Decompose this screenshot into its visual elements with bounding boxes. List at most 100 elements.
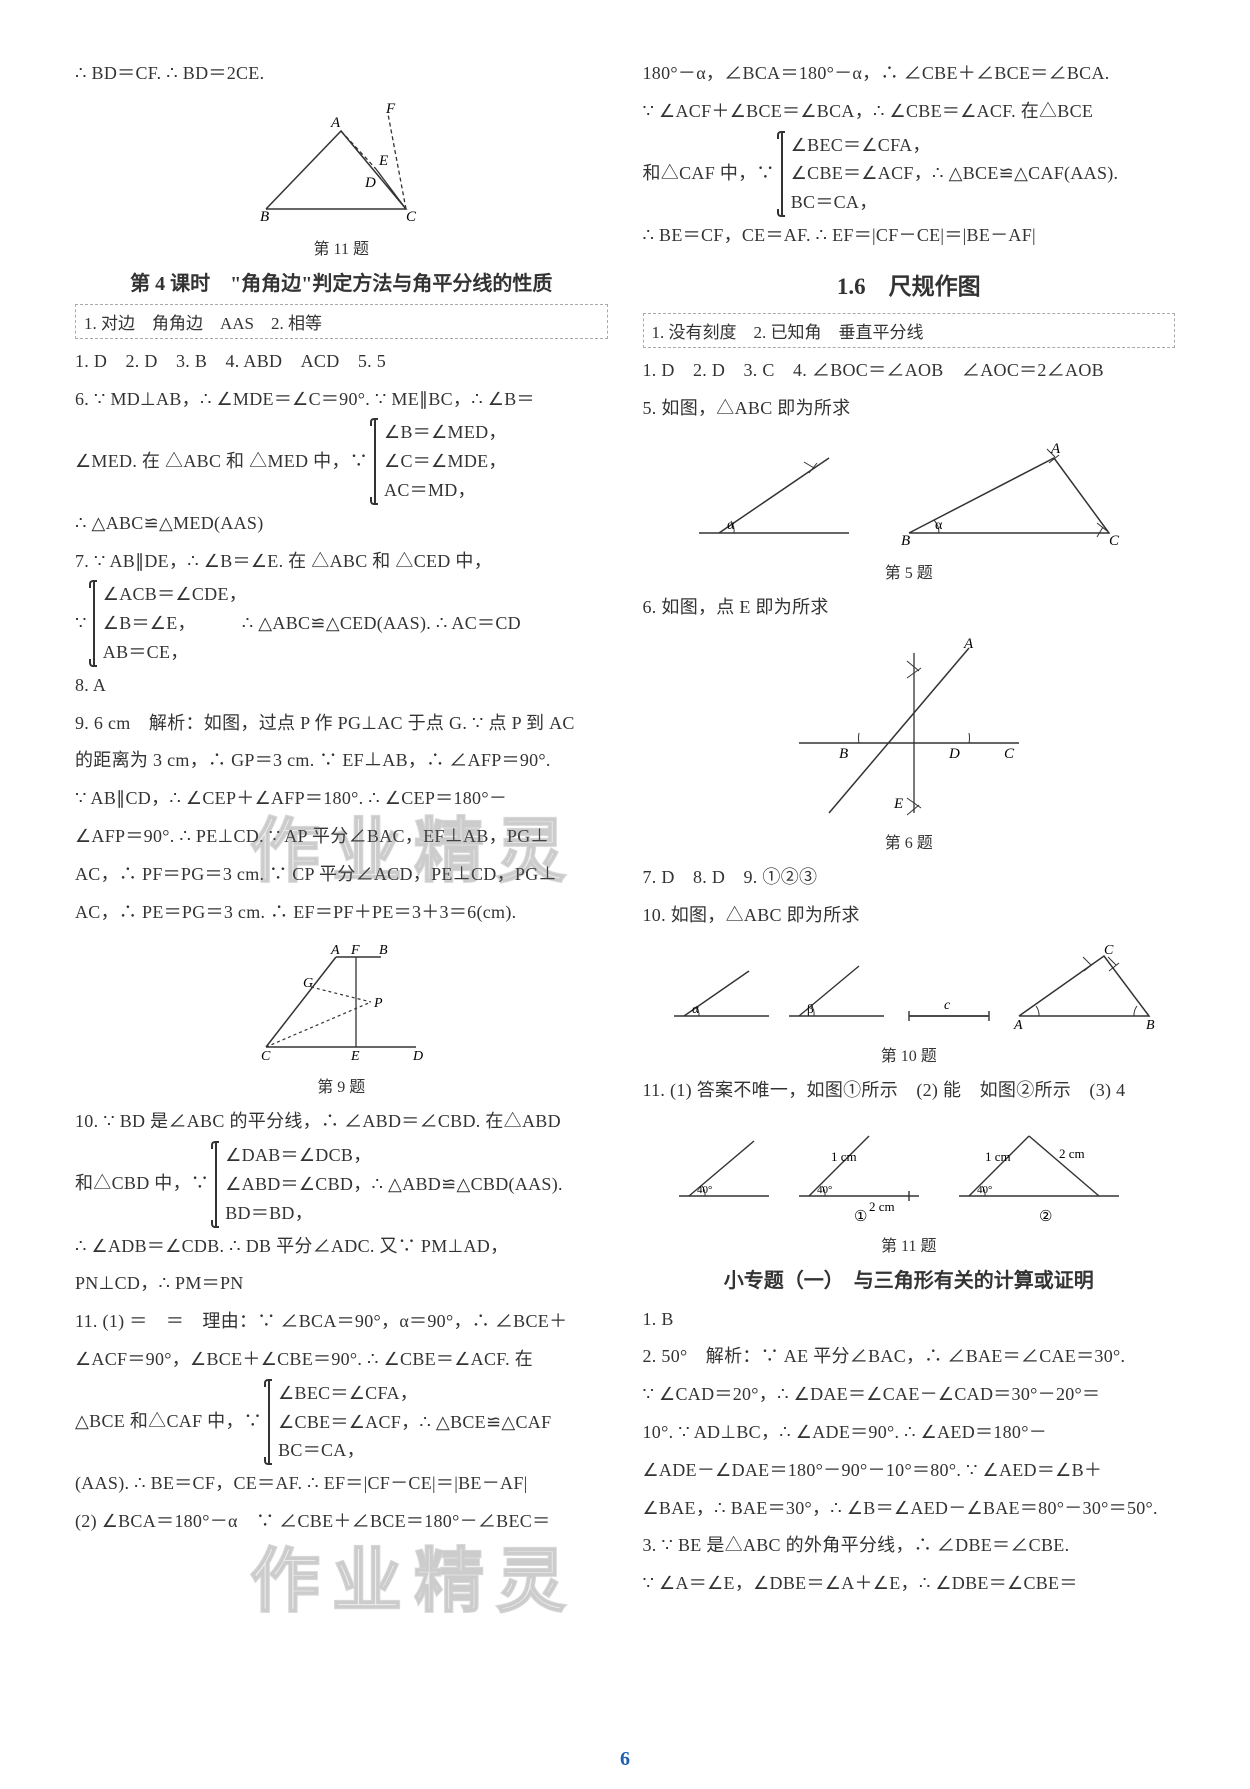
svg-text:c: c: [944, 998, 951, 1013]
text-line: 5. 如图，△ABC 即为所求: [643, 390, 1176, 428]
text-line: 1. D 2. D 3. B 4. ABD ACD 5. 5: [75, 343, 608, 381]
text-line: 6. ∵ MD⊥AB，∴ ∠MDE＝∠C＝90°. ∵ ME∥BC，∴ ∠B＝: [75, 381, 608, 419]
page-number: 6: [620, 1748, 630, 1771]
svg-text:40°: 40°: [697, 1184, 712, 1196]
brace-item: ∠ABD＝∠CBD，∴ △ABD≌△CBD(AAS).: [225, 1170, 563, 1199]
text-line: 1. D 2. D 3. C 4. ∠BOC＝∠AOB ∠AOC＝2∠AOB: [643, 352, 1176, 390]
svg-text:D: D: [364, 175, 376, 191]
brace-item: ∠DAB＝∠DCB，: [225, 1141, 563, 1170]
construction-diagram-icon: α α B C A: [679, 433, 1139, 553]
text-fragment: 和△CAF 中，∵: [643, 155, 775, 193]
text-line: ∠ACF＝90°，∠BCE＋∠CBE＝90°. ∴ ∠CBE＝∠ACF. 在: [75, 1341, 608, 1379]
svg-text:40°: 40°: [977, 1184, 992, 1196]
brace-item: ∠B＝∠E， ∴ △ABC≌△CED(AAS). ∴ AC＝CD: [103, 609, 521, 638]
text-line: AC，∴ PF＝PG＝3 cm. ∵ CP 平分∠ACD，PE⊥CD，PG⊥: [75, 856, 608, 894]
brace-line: △BCE 和△CAF 中，∵ ∠BEC＝∠CFA， ∠CBE＝∠ACF，∴ △B…: [75, 1379, 608, 1465]
text-line: 6. 如图，点 E 即为所求: [643, 589, 1176, 627]
construction-steps-diagram-icon: α β c A B C: [659, 941, 1159, 1036]
svg-text:C: C: [1109, 533, 1120, 549]
svg-text:A: A: [330, 115, 341, 131]
text-line: 11. (1) 答案不唯一，如图①所示 (2) 能 如图②所示 (3) 4: [643, 1072, 1176, 1110]
brace-item: AC＝MD，: [384, 476, 507, 505]
svg-text:E: E: [378, 153, 388, 169]
brace-item: ∠CBE＝∠ACF，∴ △BCE≌△CAF: [278, 1408, 551, 1437]
figure-5: α α B C A: [643, 433, 1176, 553]
left-column: ∴ BD＝CF. ∴ BD＝2CE. B C A E D F 第 11 题 第 …: [75, 55, 608, 1749]
right-column: 180°－α，∠BCA＝180°－α，∴ ∠CBE＋∠BCE＝∠BCA. ∵ ∠…: [643, 55, 1176, 1749]
section-4-title: 第 4 课时 "角角边"判定方法与角平分线的性质: [75, 267, 608, 296]
svg-text:①: ①: [854, 1209, 867, 1225]
text-line: ∠AFP＝90°. ∴ PE⊥CD. ∵ AP 平分∠BAC，EF⊥AB，PG⊥: [75, 818, 608, 856]
brace-line: ∵ ∠ACB＝∠CDE， ∠B＝∠E， ∴ △ABC≌△CED(AAS). ∴ …: [75, 580, 608, 666]
svg-text:A: A: [1050, 441, 1061, 457]
svg-text:D: D: [948, 746, 960, 762]
text-line: 3. ∵ BE 是△ABC 的外角平分线，∴ ∠DBE＝∠CBE.: [643, 1527, 1176, 1565]
brace-item: ∠CBE＝∠ACF，∴ △BCE≌△CAF(AAS).: [791, 159, 1119, 188]
figure-caption: 第 6 题: [643, 829, 1176, 853]
text-fragment: ∠MED. 在 △ABC 和 △MED 中，∵: [75, 443, 368, 481]
svg-text:α: α: [692, 1001, 699, 1016]
brace-item: ∠BEC＝∠CFA，: [278, 1379, 551, 1408]
svg-text:B: B: [901, 533, 910, 549]
text-line: 11. (1) ＝ ＝ 理由：∵ ∠BCA＝90°，α＝90°，∴ ∠BCE＋: [75, 1303, 608, 1341]
text-line: ∵ ∠CAD＝20°，∴ ∠DAE＝∠CAE－∠CAD＝30°－20°＝: [643, 1376, 1176, 1414]
text-line: ∴ BD＝CF. ∴ BD＝2CE.: [75, 55, 608, 93]
brace-item: ∠C＝∠MDE，: [384, 447, 507, 476]
brace-item: ∠ACB＝∠CDE，: [103, 580, 521, 609]
brace-item: ∠B＝∠MED，: [384, 418, 507, 447]
text-line: 7. D 8. D 9. ①②③: [643, 859, 1176, 897]
brace-item: BC＝CA，: [278, 1436, 551, 1465]
svg-text:A: A: [1013, 1018, 1023, 1033]
brace-line: 和△CAF 中，∵ ∠BEC＝∠CFA， ∠CBE＝∠ACF，∴ △BCE≌△C…: [643, 131, 1176, 217]
brace-line: 和△CBD 中，∵ ∠DAB＝∠DCB， ∠ABD＝∠CBD，∴ △ABD≌△C…: [75, 1141, 608, 1227]
text-line: ∠ADE－∠DAE＝180°－90°－10°＝80°. ∵ ∠AED＝∠B＋: [643, 1452, 1176, 1490]
figure-caption: 第 11 题: [643, 1232, 1176, 1256]
svg-text:C: C: [406, 209, 417, 225]
brace-item: ∠BEC＝∠CFA，: [791, 131, 1119, 160]
text-fragment: 和△CBD 中，∵: [75, 1165, 209, 1203]
svg-text:B: B: [1146, 1018, 1155, 1033]
text-line: 9. 6 cm 解析：如图，过点 P 作 PG⊥AC 于点 G. ∵ 点 P 到…: [75, 705, 608, 743]
svg-text:α: α: [727, 518, 735, 533]
svg-text:②: ②: [1039, 1209, 1052, 1225]
text-line: 10°. ∵ AD⊥BC，∴ ∠ADE＝90°. ∴ ∠AED＝180°－: [643, 1414, 1176, 1452]
text-line: AC，∴ PE＝PG＝3 cm. ∴ EF＝PF＋PE＝3＋3＝6(cm).: [75, 894, 608, 932]
text-line: 7. ∵ AB∥DE，∴ ∠B＝∠E. 在 △ABC 和 △CED 中，: [75, 543, 608, 581]
svg-text:1 cm: 1 cm: [831, 1149, 857, 1164]
svg-text:C: C: [1104, 943, 1114, 958]
svg-text:B: B: [839, 746, 848, 762]
page-columns: ∴ BD＝CF. ∴ BD＝2CE. B C A E D F 第 11 题 第 …: [75, 55, 1175, 1749]
text-line: 180°－α，∠BCA＝180°－α，∴ ∠CBE＋∠BCE＝∠BCA.: [643, 55, 1176, 93]
text-line: 8. A: [75, 667, 608, 705]
svg-text:A: A: [963, 636, 974, 652]
figure-9: A F B G P C E D: [75, 937, 608, 1067]
brace-item: BC＝CA，: [791, 188, 1119, 217]
section-16-title: 1.6 尺规作图: [643, 267, 1176, 301]
because-symbol: ∵: [75, 605, 87, 643]
text-line: ∴ ∠ADB＝∠CDB. ∴ DB 平分∠ADC. 又∵ PM⊥AD，: [75, 1228, 608, 1266]
diagram-icon: A F B G P C E D: [241, 937, 441, 1067]
svg-text:C: C: [261, 1049, 271, 1064]
figure-caption: 第 10 题: [643, 1042, 1176, 1066]
svg-text:B: B: [260, 209, 269, 225]
brace-item: BD＝BD，: [225, 1199, 563, 1228]
figure-11-right: 40° 40° 1 cm 2 cm ① 40° 1 cm 2 cm ②: [643, 1116, 1176, 1226]
text-fragment: △BCE 和△CAF 中，∵: [75, 1403, 262, 1441]
svg-text:2 cm: 2 cm: [869, 1199, 895, 1214]
figure-caption: 第 9 题: [75, 1073, 608, 1097]
figure-6: A B C D E: [643, 633, 1176, 823]
svg-text:1 cm: 1 cm: [985, 1149, 1011, 1164]
svg-text:E: E: [893, 796, 903, 812]
brace-item: AB＝CE，: [103, 638, 521, 667]
text-line: 10. 如图，△ABC 即为所求: [643, 897, 1176, 935]
figure-caption: 第 5 题: [643, 559, 1176, 583]
text-line: (AAS). ∴ BE＝CF，CE＝AF. ∴ EF＝|CF－CE|＝|BE－A…: [75, 1465, 608, 1503]
svg-text:G: G: [303, 976, 313, 991]
text-line: 10. ∵ BD 是∠ABC 的平分线，∴ ∠ABD＝∠CBD. 在△ABD: [75, 1103, 608, 1141]
svg-text:F: F: [385, 101, 396, 117]
text-line: 的距离为 3 cm，∴ GP＝3 cm. ∵ EF⊥AB，∴ ∠AFP＝90°.: [75, 742, 608, 780]
svg-text:2 cm: 2 cm: [1059, 1146, 1085, 1161]
svg-text:α: α: [935, 518, 943, 533]
svg-text:β: β: [807, 1001, 814, 1016]
svg-text:D: D: [412, 1049, 423, 1064]
